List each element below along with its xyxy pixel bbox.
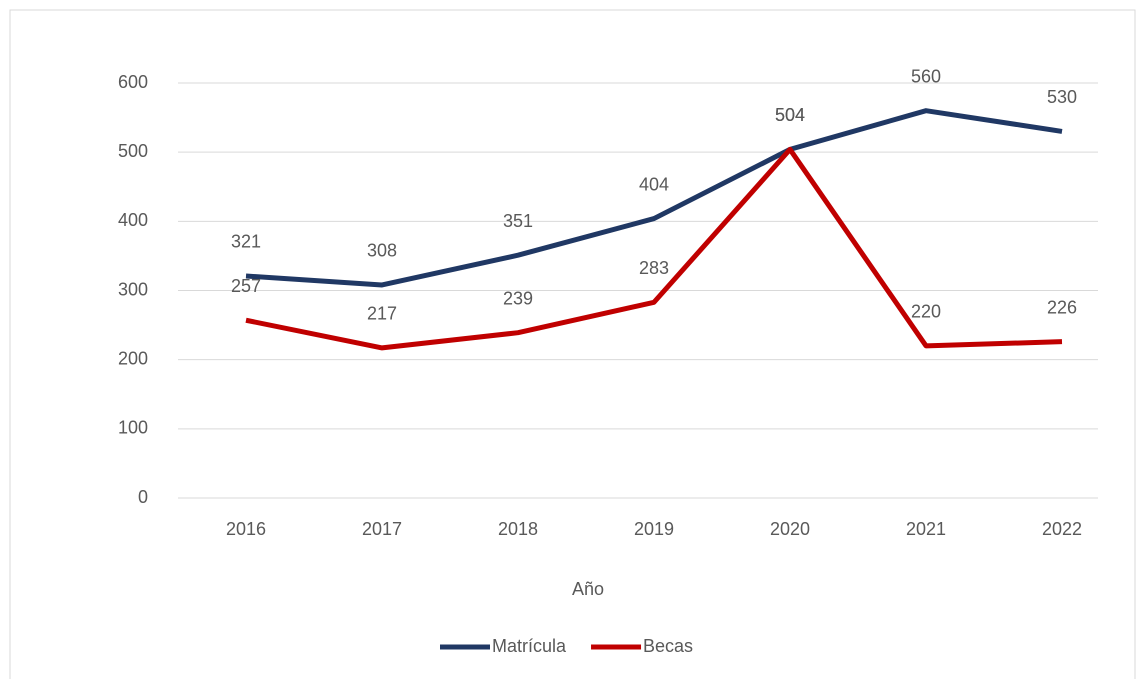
x-tick-label: 2020 [770, 519, 810, 539]
data-label: 220 [911, 302, 941, 322]
data-label: 257 [231, 276, 261, 296]
x-tick-label: 2019 [634, 519, 674, 539]
y-tick-label: 500 [118, 141, 148, 161]
y-tick-label: 100 [118, 418, 148, 438]
x-tick-label: 2021 [906, 519, 946, 539]
data-label: 560 [911, 66, 941, 86]
data-label: 283 [639, 258, 669, 278]
data-label: 504 [775, 105, 805, 125]
y-tick-label: 400 [118, 210, 148, 230]
y-tick-label: 300 [118, 279, 148, 299]
legend-label: Becas [643, 636, 693, 656]
data-label: 530 [1047, 87, 1077, 107]
x-tick-label: 2018 [498, 519, 538, 539]
y-tick-label: 600 [118, 72, 148, 92]
series-line [245, 108, 1063, 288]
y-tick-label: 0 [138, 487, 148, 507]
series-line [245, 146, 1063, 351]
data-label: 504 [775, 105, 805, 125]
data-label: 321 [231, 232, 261, 252]
x-axis-label: Año [572, 579, 604, 599]
data-label: 239 [503, 288, 533, 308]
data-label: 308 [367, 241, 397, 261]
x-tick-label: 2017 [362, 519, 402, 539]
y-tick-label: 200 [118, 348, 148, 368]
legend-label: Matrícula [492, 636, 567, 656]
x-tick-label: 2022 [1042, 519, 1082, 539]
data-label: 217 [367, 304, 397, 324]
data-label: 226 [1047, 297, 1077, 317]
x-tick-label: 2016 [226, 519, 266, 539]
data-label: 351 [503, 211, 533, 231]
data-label: 404 [639, 174, 669, 194]
